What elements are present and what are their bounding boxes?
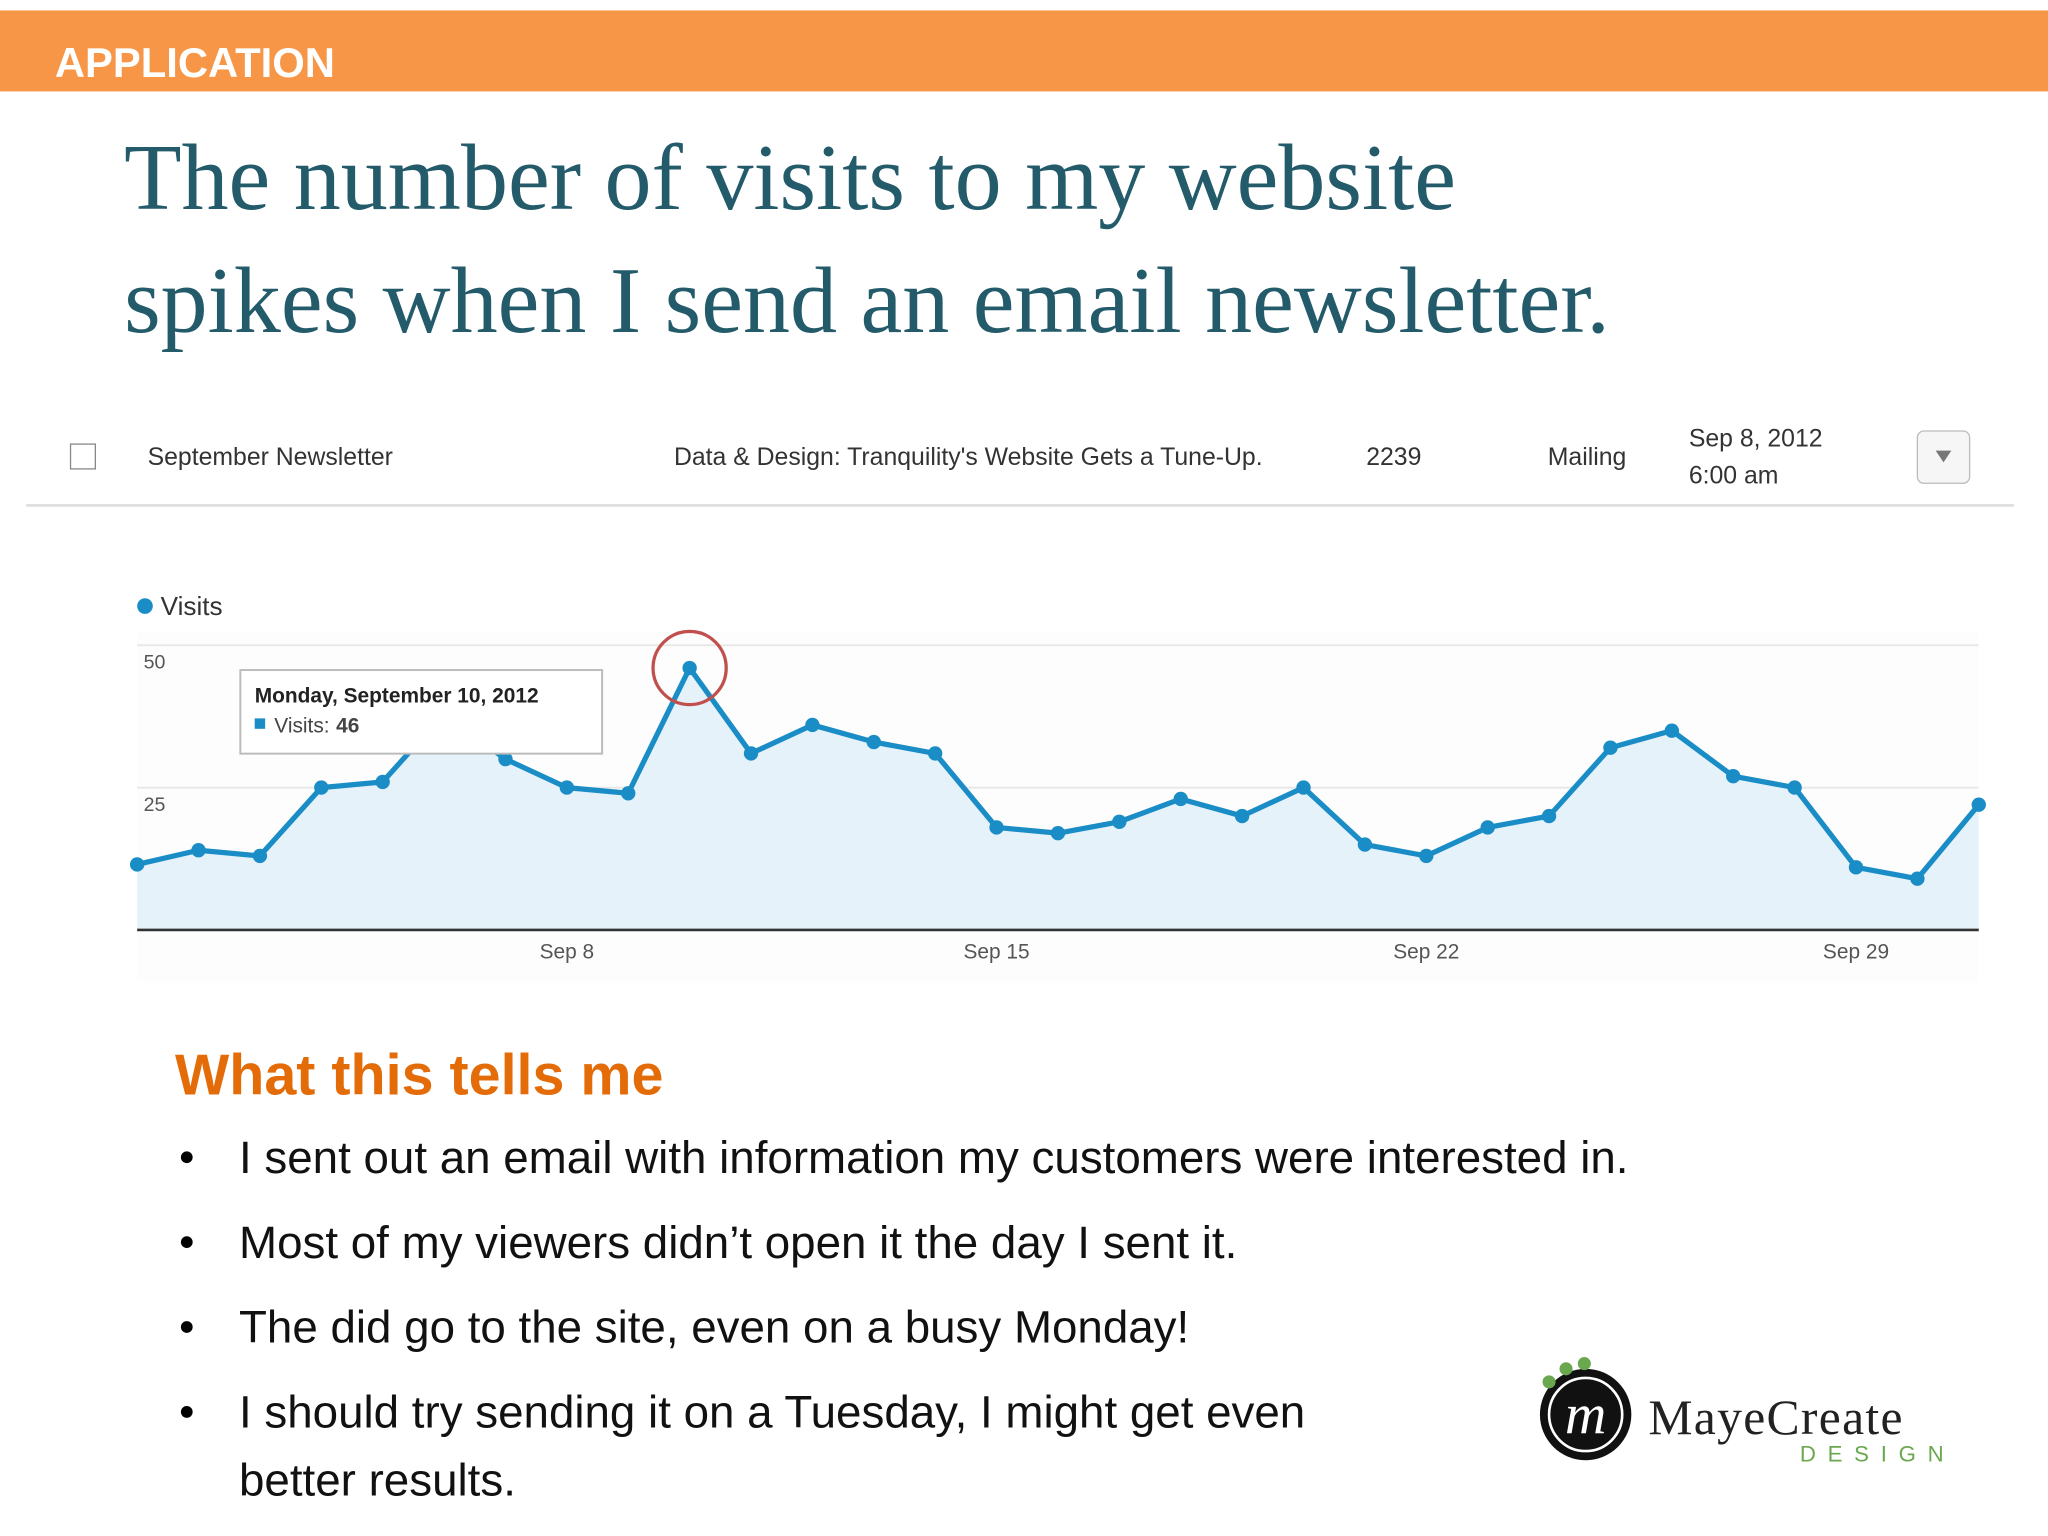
logo-badge [1539, 1368, 1632, 1461]
logo-dot [1577, 1357, 1591, 1371]
logo-tagline: DESIGN [1800, 1442, 1956, 1467]
bullet-list: I sent out an email with information my … [180, 1132, 1628, 1506]
point [1296, 780, 1311, 795]
dropdown-arrow [1935, 450, 1952, 463]
point [1848, 860, 1864, 875]
point [375, 774, 390, 790]
point [743, 746, 759, 761]
x-tick-label: Sep 22 [1393, 941, 1459, 964]
bullet-text: I should try sending it on a Tuesday, I … [239, 1387, 1305, 1438]
bullet-text: Most of my viewers didn’t open it the da… [239, 1217, 1237, 1268]
point [1726, 769, 1741, 784]
point [1050, 825, 1066, 841]
highlight-ring [651, 629, 728, 707]
bullet-text: better results. [239, 1455, 516, 1506]
point [191, 843, 206, 858]
legend-marker [137, 598, 153, 614]
tooltip-box [239, 669, 604, 755]
logo: m MayeCreate DESIGN [1539, 1357, 1956, 1467]
point [1664, 723, 1680, 738]
bullet-dot [180, 1321, 193, 1333]
tooltip-title: Monday, September 10, 2012 [255, 685, 539, 708]
bullet-text: The did go to the site, even on a busy M… [239, 1302, 1189, 1353]
point [1787, 780, 1802, 795]
point [1357, 837, 1373, 852]
mailing-name: September Newsletter [148, 444, 393, 471]
point [129, 857, 145, 872]
bullet-text: I sent out an email with information my … [239, 1132, 1628, 1183]
logo-dot [1542, 1375, 1556, 1389]
point [989, 820, 1004, 835]
point [1419, 848, 1434, 864]
point [1603, 740, 1618, 755]
mailing-date: Sep 8, 2012 [1689, 426, 1823, 453]
point [1910, 871, 1925, 886]
title-line: The number of visits to my website [124, 126, 1456, 230]
tooltip-value: 46 [336, 715, 359, 738]
tooltip-label: Visits: [274, 715, 329, 738]
point [1971, 797, 1986, 812]
point [252, 848, 268, 864]
point [1541, 808, 1557, 824]
point [314, 780, 329, 795]
point [1234, 808, 1250, 824]
x-tick-label: Sep 15 [963, 941, 1029, 964]
logo-letter: m [1565, 1383, 1607, 1446]
chart: 25 50 Sep 8 Sep 15 Sep 22 Sep 29 Visits Monday,… [129, 591, 1986, 983]
bullet-dot [180, 1151, 193, 1164]
title-line: spikes when I send an email newsletter. [124, 249, 1610, 353]
point [928, 746, 943, 761]
logo-dot [1559, 1362, 1573, 1376]
point [498, 751, 513, 767]
mailing-time: 6:00 am [1689, 462, 1779, 489]
tooltip-value-line: Visits: 46 [274, 715, 359, 738]
header-label: APPLICATION [55, 39, 335, 86]
notes-heading: What this tells me [175, 1044, 663, 1108]
mailing-type: Mailing [1548, 444, 1627, 471]
point [1480, 820, 1495, 835]
point [866, 734, 881, 750]
bullet-dot [180, 1406, 193, 1418]
tooltip-swatch [254, 718, 266, 729]
point [1112, 814, 1127, 829]
y-tick-label: 50 [144, 652, 166, 674]
x-tick-label: Sep 8 [540, 941, 595, 964]
bullet-dot [180, 1236, 193, 1248]
logo-ring [1547, 1376, 1624, 1453]
point [621, 786, 636, 801]
header-bar [0, 10, 2048, 92]
mailing-count: 2239 [1366, 444, 1421, 471]
point [805, 717, 820, 733]
mailing-subject: Data & Design: Tranquility's Website Get… [674, 444, 1263, 471]
logo-name: MayeCreate [1648, 1390, 1904, 1445]
checkbox[interactable] [69, 443, 96, 470]
y-tick-label: 25 [144, 794, 166, 816]
point [682, 660, 697, 676]
point [559, 780, 575, 795]
area [137, 668, 1979, 930]
x-tick-label: Sep 29 [1823, 941, 1889, 964]
legend-label: Visits [161, 591, 223, 621]
point [1173, 791, 1188, 807]
